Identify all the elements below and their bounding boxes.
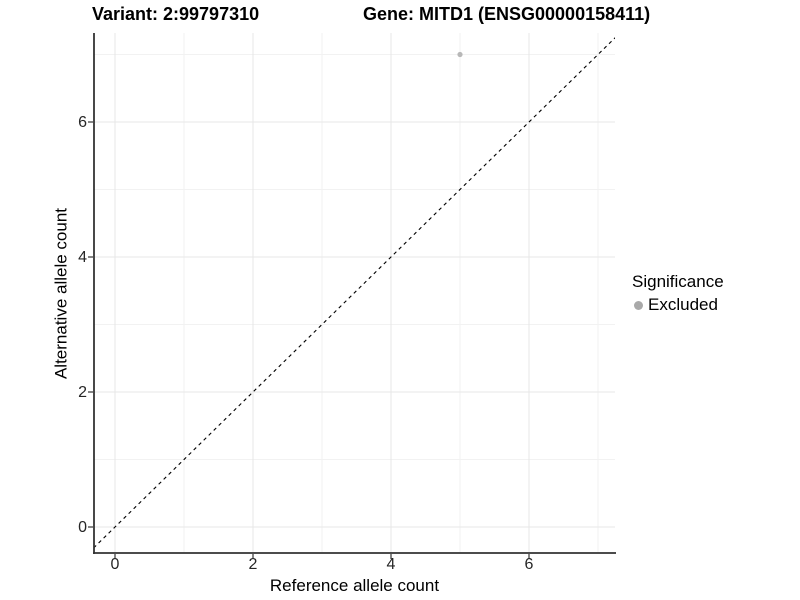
identity-dashed-line bbox=[94, 37, 615, 549]
legend-title: Significance bbox=[632, 272, 724, 291]
y-tick-label: 6 bbox=[78, 114, 87, 131]
x-axis-title: Reference allele count bbox=[269, 576, 440, 595]
y-tick-label: 0 bbox=[78, 519, 87, 536]
plot-title-gene: Gene: MITD1 (ENSG00000158411) bbox=[363, 4, 651, 24]
excluded-point-icon bbox=[634, 300, 643, 310]
x-tick-label: 0 bbox=[110, 556, 120, 573]
legend-item-label: Excluded bbox=[648, 295, 718, 314]
legend-item-excluded: Excluded bbox=[634, 295, 724, 315]
x-tick-label: 2 bbox=[248, 556, 258, 573]
data-point-excluded bbox=[457, 51, 463, 58]
y-tick-label: 4 bbox=[78, 249, 87, 266]
y-axis-title: Alternative allele count bbox=[51, 207, 71, 380]
plot-title-variant: Variant: 2:99797310 bbox=[92, 4, 260, 24]
y-tick-label: 2 bbox=[78, 384, 87, 401]
legend: Significance Excluded bbox=[632, 272, 724, 315]
x-tick-label: 6 bbox=[524, 556, 534, 573]
x-tick-label: 4 bbox=[386, 556, 396, 573]
